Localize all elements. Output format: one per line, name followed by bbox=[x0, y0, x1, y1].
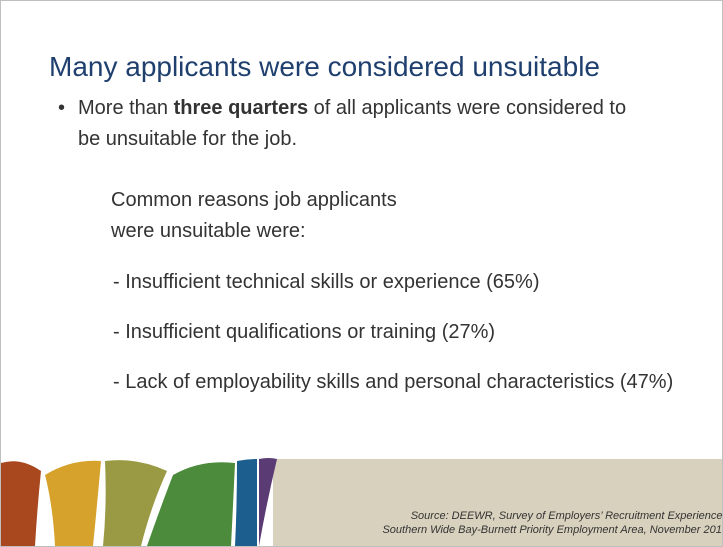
stripe bbox=[1, 461, 41, 546]
stripe bbox=[259, 458, 277, 546]
reason: - Insufficient technical skills or exper… bbox=[113, 271, 540, 293]
text: More than bbox=[78, 97, 174, 119]
bullet: • More than three quarters of all applica… bbox=[58, 97, 627, 150]
stripe bbox=[235, 459, 257, 546]
footer-band bbox=[273, 459, 722, 546]
intro: Common reasons job applicants were unsui… bbox=[111, 189, 397, 242]
slide-title: Many applicants were considered unsuitab… bbox=[49, 51, 600, 82]
text: of all applicants were considered to be … bbox=[78, 97, 627, 150]
stripe bbox=[45, 460, 101, 546]
reason: - Lack of employability skills and perso… bbox=[113, 371, 674, 393]
source-line: Southern Wide Bay-Burnett Priority Emplo… bbox=[382, 524, 723, 536]
source: Source: DEEWR, Survey of Employers’ Recr… bbox=[382, 509, 723, 537]
stripe bbox=[103, 460, 167, 546]
reason-list: - Insufficient technical skills or exper… bbox=[113, 267, 683, 417]
source-line: Source: DEEWR, Survey of Employers’ Recr… bbox=[410, 510, 723, 522]
stripe bbox=[147, 462, 235, 546]
bold-text: three quarters bbox=[173, 97, 309, 119]
reason: - Insufficient qualifications or trainin… bbox=[113, 321, 496, 343]
